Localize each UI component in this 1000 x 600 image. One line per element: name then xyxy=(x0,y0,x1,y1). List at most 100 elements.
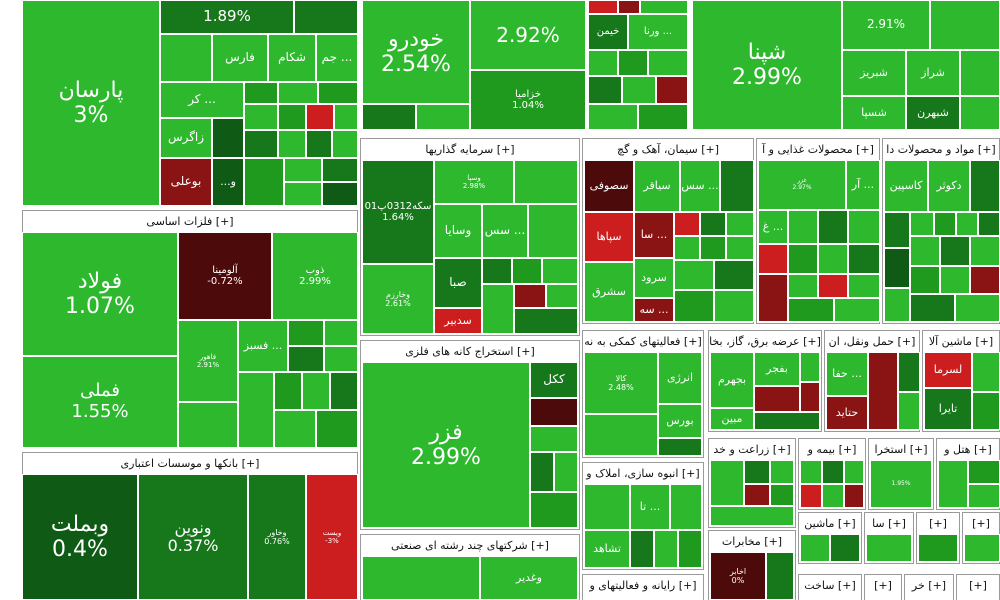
tile-vkharazm[interactable]: وخارزم 2.61% xyxy=(362,264,434,334)
tile-inv-s[interactable] xyxy=(514,160,578,204)
tile-shespa[interactable]: شسپا xyxy=(842,96,906,130)
tile-cem-a[interactable] xyxy=(720,160,754,212)
tile-cem-b[interactable] xyxy=(674,212,700,236)
tile-food-k[interactable] xyxy=(848,274,880,298)
tile-femeli[interactable]: فملی 1.55% xyxy=(22,356,178,448)
tile-cem-e[interactable] xyxy=(674,236,700,260)
tile-g-i[interactable] xyxy=(306,130,332,158)
sector-title[interactable]: سیمان، آهک و گچ [+] xyxy=(583,139,753,161)
tile-ag-c[interactable] xyxy=(770,460,794,484)
tile-ph-i[interactable] xyxy=(970,236,1000,266)
tile-sepaha[interactable]: سپاها xyxy=(584,212,634,262)
tile-seshargh[interactable]: سشرق xyxy=(584,262,634,322)
sector-title[interactable]: فعالیتهای کمکی به نه [+] xyxy=(583,331,703,353)
tile-ses[interactable]: سس ... xyxy=(680,160,720,212)
tile-el-b[interactable] xyxy=(800,352,820,382)
sector-title[interactable]: محصولات غذایی و آ [+] xyxy=(757,139,879,161)
tile-ho-a[interactable] xyxy=(938,460,968,508)
tile-small-green[interactable] xyxy=(160,34,212,82)
tile-food-a[interactable] xyxy=(788,210,818,244)
tile-tashahod[interactable]: تشاهد xyxy=(584,530,630,568)
tile-con-c[interactable] xyxy=(630,530,654,568)
sector-title[interactable]: [+] xyxy=(917,513,959,535)
tile-food-f[interactable] xyxy=(818,244,848,274)
tile-lasrma[interactable]: لسرما xyxy=(924,352,972,388)
tile-tr-a[interactable] xyxy=(868,352,898,430)
tile-shebriz[interactable]: شبریز xyxy=(842,50,906,96)
tile-dkosar[interactable]: دکوثر xyxy=(928,160,970,212)
sector-small-4[interactable]: [+] xyxy=(956,574,1000,600)
tile-fazar[interactable]: فزر 2.99% xyxy=(362,362,530,528)
tile-m9[interactable] xyxy=(330,372,358,410)
tile-mc-a[interactable] xyxy=(972,352,1000,392)
tile-auto-f[interactable] xyxy=(588,50,618,76)
tile-ph-b[interactable] xyxy=(884,212,910,248)
sector-title[interactable]: بانکها و موسسات اعتباری [+] xyxy=(23,453,357,475)
sector-title[interactable]: عرضه برق، گاز، بخا [+] xyxy=(709,331,821,353)
tile-kala[interactable]: کالا 2.48% xyxy=(584,352,658,414)
tile-ag-b[interactable] xyxy=(744,460,770,484)
tile-ore-c[interactable] xyxy=(530,452,554,492)
tile-cem-i[interactable] xyxy=(714,260,754,290)
tile-auto-m[interactable] xyxy=(638,104,688,130)
sector-title[interactable]: زراعت و خد [+] xyxy=(709,439,795,461)
sector-title[interactable]: ماشین [+] xyxy=(799,513,861,535)
tile-sup-a[interactable] xyxy=(584,414,658,456)
sector-title[interactable]: شرکتهای چند رشته ای صنعتی [+] xyxy=(361,535,579,557)
tile-parsan[interactable]: پارسان 3% xyxy=(22,0,160,206)
tile-g-e[interactable] xyxy=(278,104,306,130)
tile-bualy[interactable]: بوعلی xyxy=(160,158,212,206)
tile-g-j[interactable] xyxy=(332,130,358,158)
sector-computer[interactable]: رایانه و فعالیتهای و [+] xyxy=(582,574,704,600)
sector-title[interactable]: [+] xyxy=(963,513,999,535)
sector-title[interactable]: [+] xyxy=(957,575,999,597)
tile-food-l[interactable] xyxy=(788,298,834,322)
tile-sm-e[interactable] xyxy=(964,534,1000,562)
tile-inv-d[interactable] xyxy=(542,258,578,284)
tile-auto-i[interactable] xyxy=(588,76,622,104)
tile-food-i[interactable] xyxy=(788,274,818,298)
tile-food-e[interactable] xyxy=(788,244,818,274)
sector-manufacturing[interactable]: ساخت [+] xyxy=(798,574,862,600)
tile-inv-c[interactable] xyxy=(512,258,542,284)
tile-fars[interactable]: فارس xyxy=(212,34,268,82)
tile-auto-j[interactable] xyxy=(622,76,656,104)
tile-auto-c[interactable] xyxy=(588,0,618,14)
tile-ph-l[interactable] xyxy=(940,266,970,294)
tile-tel-a[interactable] xyxy=(766,552,794,600)
sector-title[interactable]: رایانه و فعالیتهای و [+] xyxy=(583,575,703,597)
tile-top-left-stock[interactable]: 1.89% xyxy=(160,0,294,34)
tile-auto-2[interactable]: 2.92% xyxy=(470,0,586,70)
tile-ore-b[interactable] xyxy=(530,426,578,452)
tile-m8[interactable] xyxy=(302,372,330,410)
tile-ho-b[interactable] xyxy=(968,460,1000,484)
tile-sheraz[interactable]: شراز xyxy=(906,50,960,96)
tile-khodro[interactable]: خودرو 2.54% xyxy=(362,0,470,104)
tile-foolad[interactable]: فولاد 1.07% xyxy=(22,232,178,356)
tile-oil-2[interactable]: 2.91% xyxy=(842,0,930,50)
sector-title[interactable]: فلزات اساسی [+] xyxy=(23,211,357,233)
tile-shebahran[interactable]: شبهرن xyxy=(906,96,960,130)
tile-g-d[interactable] xyxy=(244,104,278,130)
sector-title[interactable]: ساخت [+] xyxy=(799,575,861,597)
tile-ore-a[interactable] xyxy=(530,398,578,426)
tile-g-k[interactable] xyxy=(244,158,284,206)
tile-m5[interactable] xyxy=(178,402,238,448)
tile-zob[interactable]: ذوب 2.99% xyxy=(272,232,358,320)
tile-cem-h[interactable] xyxy=(674,260,714,290)
tile-jam[interactable]: جم ... xyxy=(316,34,358,82)
tile-vsaya[interactable]: وسایا xyxy=(434,204,482,258)
tile-g-h[interactable] xyxy=(278,130,306,158)
tile-taira[interactable]: تایرا xyxy=(924,388,972,430)
sector-title[interactable]: انبوه سازی، املاک و [+] xyxy=(583,463,703,485)
tile-ph-n[interactable] xyxy=(884,288,910,322)
sector-title[interactable]: استخراج کانه های فلزی [+] xyxy=(361,341,579,363)
tile-ph-d[interactable] xyxy=(934,212,956,236)
tile-m3[interactable] xyxy=(288,346,324,372)
tile-ph-a[interactable] xyxy=(970,160,1000,212)
tile-v[interactable]: ...و xyxy=(212,158,244,206)
sector-title[interactable]: هتل و [+] xyxy=(937,439,999,461)
tile-cem-f[interactable] xyxy=(700,236,726,260)
tile-con-a[interactable] xyxy=(584,484,630,530)
tile-ph-m[interactable] xyxy=(970,266,1000,294)
